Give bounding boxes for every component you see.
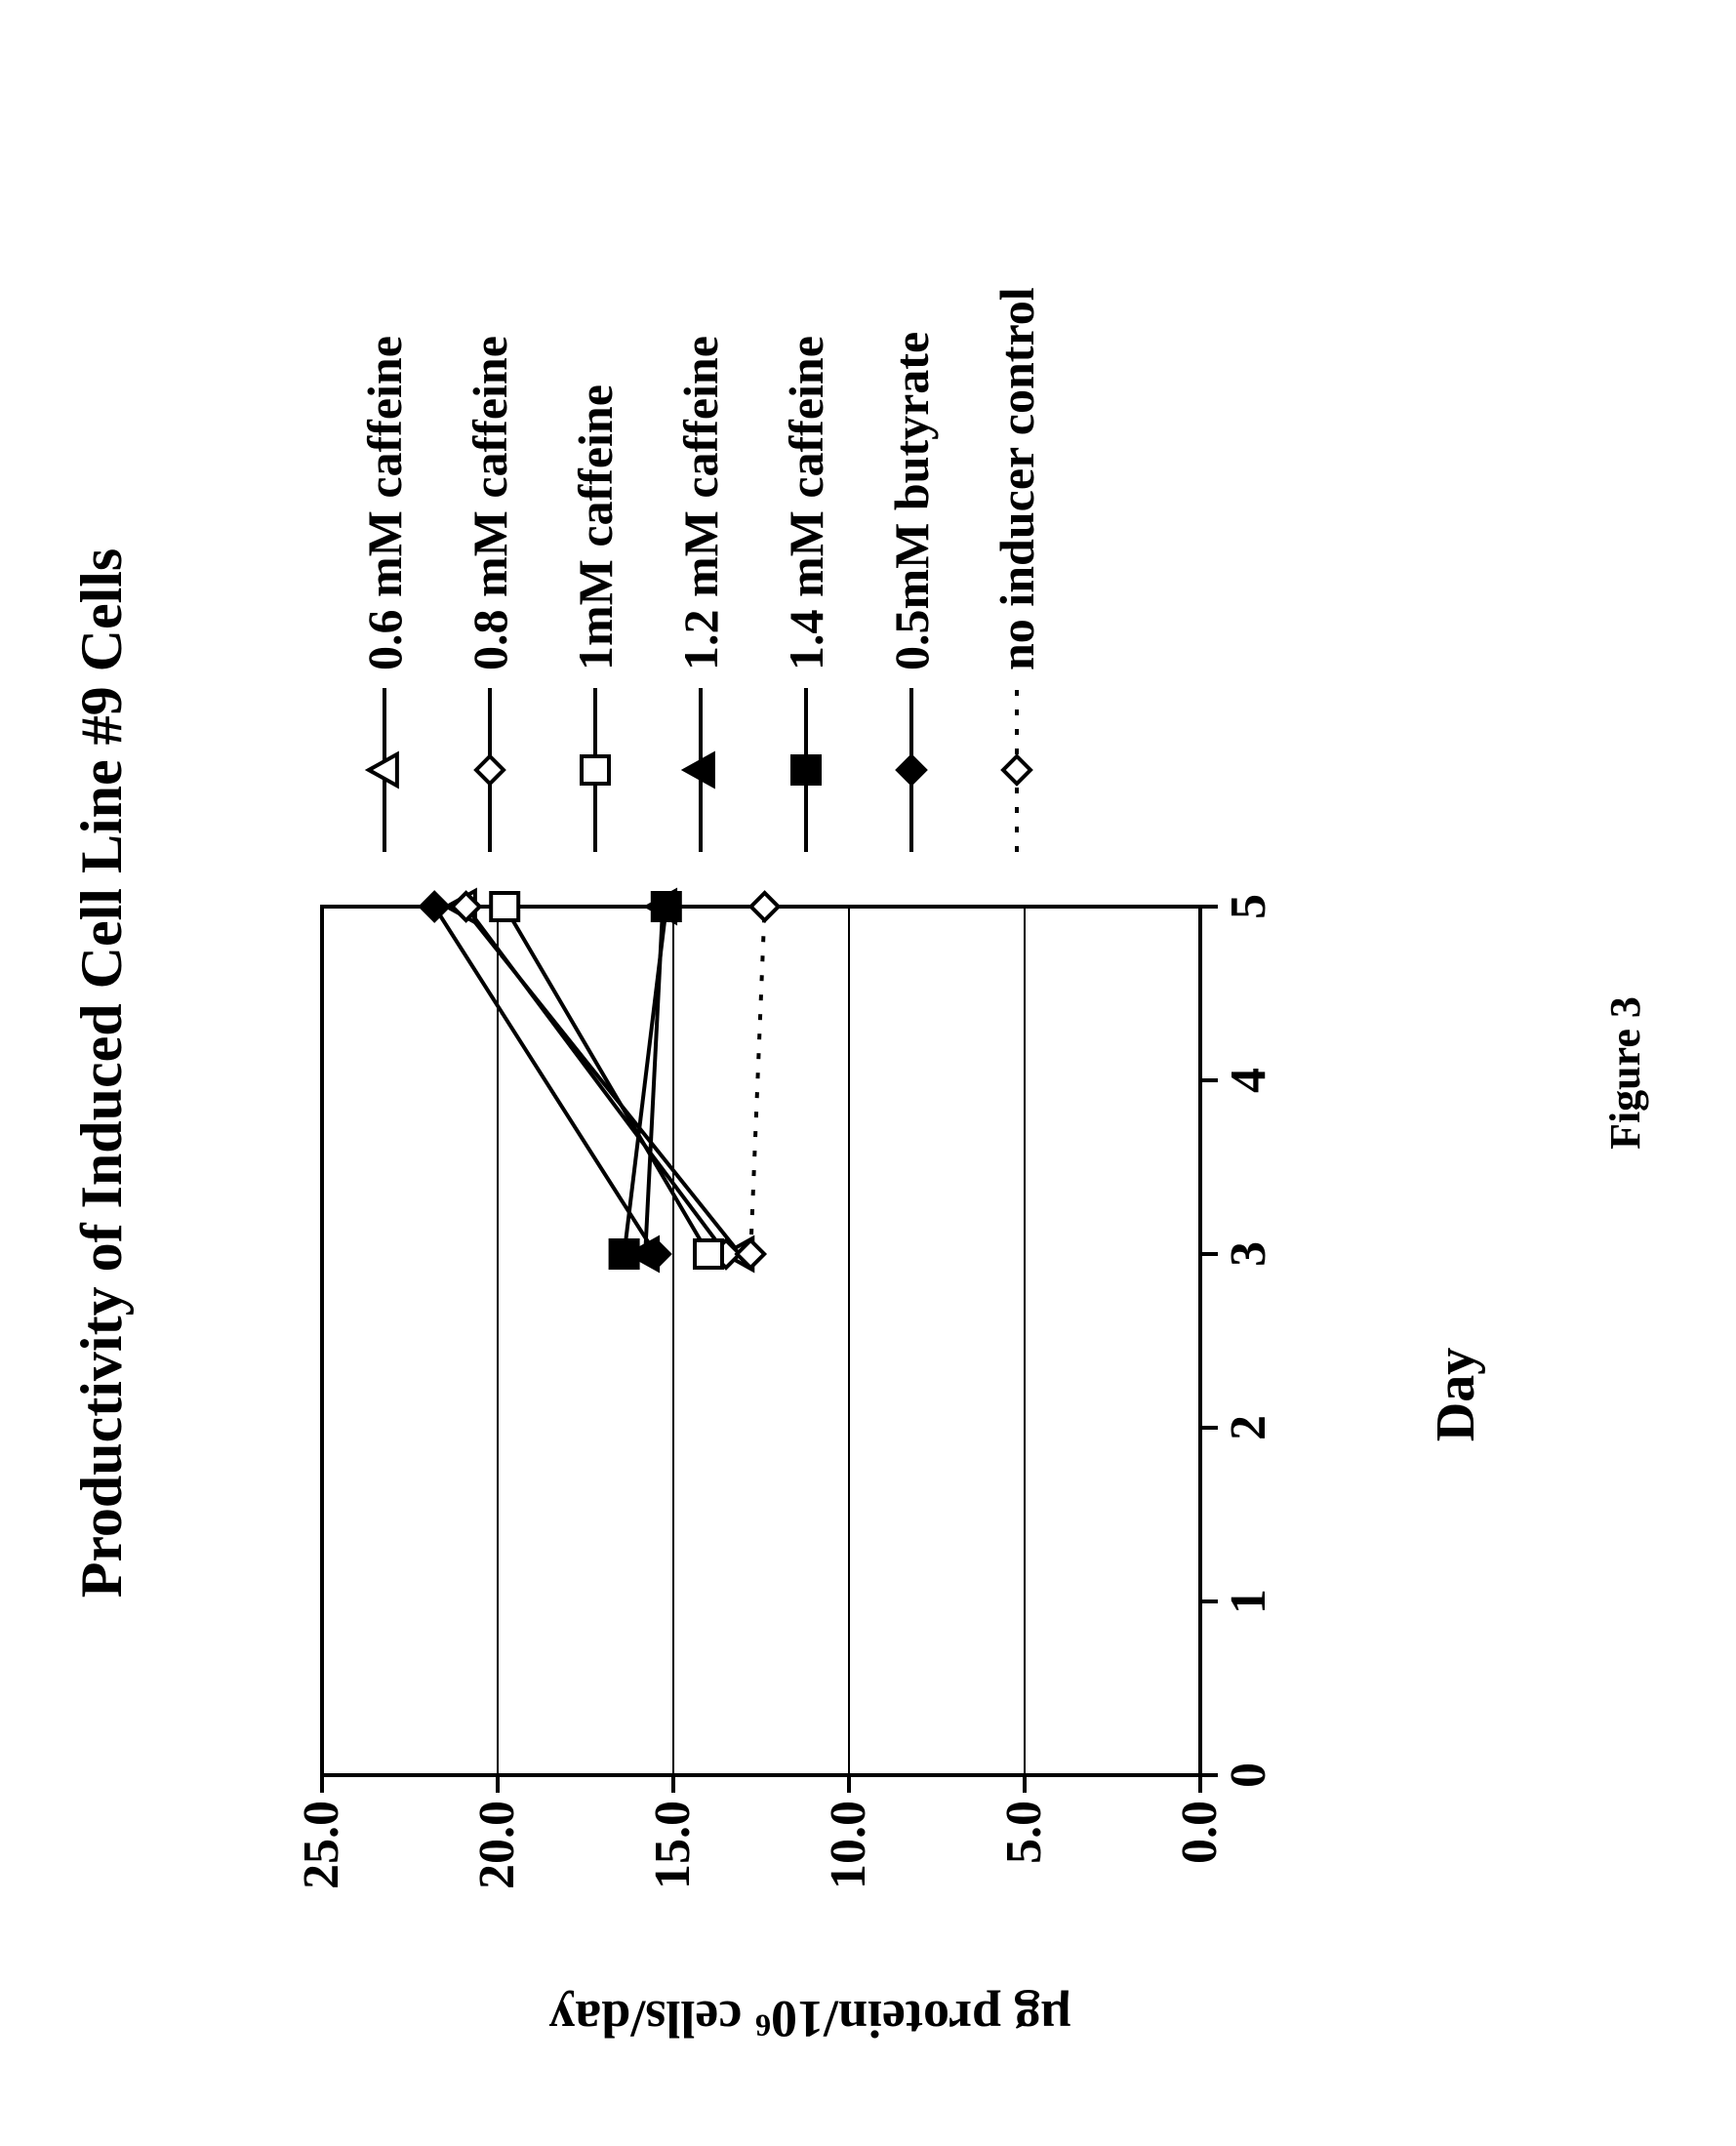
legend-swatch [777,682,835,858]
y-tick-label: 15.0 [645,1801,701,1889]
legend-swatch [671,682,730,858]
legend-item: 1.4 mM caffeine [753,38,859,858]
legend-label: no inducer control [989,287,1045,682]
legend-label: 0.8 mM caffeine [462,336,518,682]
series [629,891,675,1270]
y-tick-label: 25.0 [294,1801,349,1889]
x-tick-label: 1 [1221,1589,1276,1614]
rotated-figure-stage: Productivity of Induced Cell Line #9 Cel… [0,0,1736,2146]
x-tick-label: 5 [1221,894,1276,919]
page-root: Productivity of Induced Cell Line #9 Cel… [0,0,1736,2146]
y-axis-label: µg protein/10⁶ cells/day [548,1989,1070,2049]
plot-area: 0.05.010.015.020.025.0012345 [312,897,1308,1892]
legend-label: 0.6 mM caffeine [356,336,413,682]
y-tick-label: 5.0 [996,1801,1052,1864]
plot-svg: 0.05.010.015.020.025.0012345 [312,897,1308,1892]
y-tick-label: 0.0 [1172,1801,1228,1864]
y-axis-label-wrap: µg protein/10⁶ cells/day [312,1892,1308,2146]
legend-swatch [566,682,625,858]
legend-swatch [988,682,1046,858]
series [447,891,752,1270]
legend-item: 1mM caffeine [543,38,648,858]
x-tick-label: 0 [1221,1762,1276,1788]
x-tick-label: 3 [1221,1241,1276,1267]
series [491,893,722,1268]
chart-title: Productivity of Induced Cell Line #9 Cel… [68,0,136,2146]
legend-swatch [355,682,414,858]
legend-label: 1.2 mM caffeine [672,336,729,682]
legend-swatch [882,682,941,858]
legend-label: 1.4 mM caffeine [778,336,834,682]
legend-item: 0.5mM butyrate [859,38,964,858]
legend-swatch [461,682,519,858]
legend-item: 1.2 mM caffeine [648,38,753,858]
legend-label: 1mM caffeine [567,385,624,682]
legend-item: 0.8 mM caffeine [437,38,543,858]
y-tick-label: 10.0 [821,1801,876,1889]
legend-label: 0.5mM butyrate [883,332,940,682]
x-axis-label: Day [1425,897,1487,1892]
legend: 0.6 mM caffeine 0.8 mM caffeine 1mM caffei… [332,38,1070,858]
x-tick-label: 4 [1221,1068,1276,1093]
y-tick-label: 20.0 [469,1801,525,1889]
series [453,893,740,1268]
series [737,893,778,1268]
series [421,893,669,1268]
legend-item: no inducer control [964,38,1070,858]
figure-caption: Figure 3 [1600,0,1650,2146]
legend-item: 0.6 mM caffeine [332,38,437,858]
series [611,893,680,1268]
x-tick-label: 2 [1221,1415,1276,1440]
